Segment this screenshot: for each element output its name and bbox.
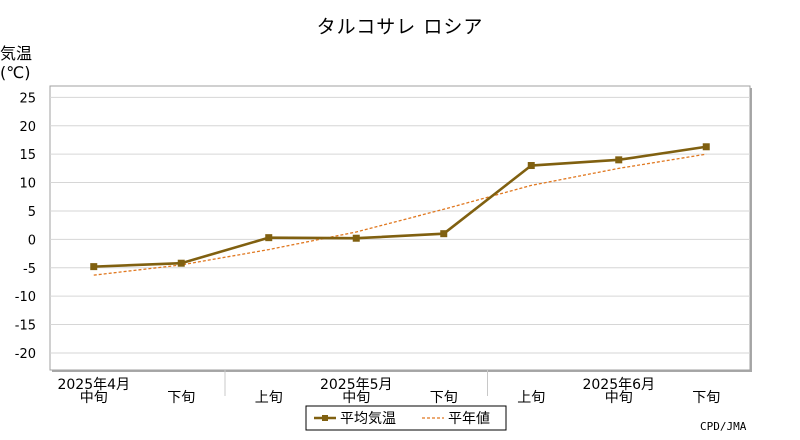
y-axis-unit: (℃) [0,63,31,82]
plot-area [49,85,751,371]
x-tick-label: 上旬 [255,390,283,406]
legend-normal-label: 平年値 [448,411,490,427]
series-mean-marker [177,259,185,267]
x-tick-label: 中旬 [605,390,633,406]
y-tick-label: -10 [15,290,36,305]
y-tick-label: 20 [19,120,36,135]
series-mean-marker [440,230,448,238]
x-tick-label: 下旬 [430,390,458,406]
x-tick-label: 中旬 [342,390,370,406]
y-axis-label-text: 気温 [0,44,33,63]
series-mean-marker [90,263,98,271]
y-tick-label: 5 [28,205,36,220]
series-mean-marker [615,156,623,164]
y-tick-label: 0 [28,233,36,248]
chart-title: タルコサレ ロシア [316,16,484,38]
series-normal-line [93,153,707,276]
y-tick-label: -20 [15,347,36,362]
legend-mean-label: 平均気温 [340,411,396,427]
y-tick-label: 15 [19,148,36,163]
legend-box [305,405,507,431]
y-tick-label: 10 [19,177,36,192]
legend-mean-marker [322,415,328,421]
x-tick-label: 下旬 [167,390,195,406]
y-tick-label: 25 [19,91,36,106]
credit-text: CPD/JMA [700,420,747,433]
series-mean-line [93,145,707,268]
y-tick-label: -5 [23,262,36,277]
x-tick-label: 上旬 [517,390,545,406]
x-month-label: 2025年5月 [320,377,393,393]
series-mean-marker [352,234,360,242]
y-axis-label: 気温 (℃) [0,44,32,82]
x-month-label: 2025年6月 [582,377,655,393]
y-tick-label: -15 [15,319,36,334]
series-mean-marker [702,143,710,151]
x-month-label: 2025年4月 [57,377,130,393]
x-tick-label: 下旬 [692,390,720,406]
x-tick-label: 中旬 [80,390,108,406]
series-mean-marker [265,234,273,242]
series-mean-marker [527,162,535,170]
